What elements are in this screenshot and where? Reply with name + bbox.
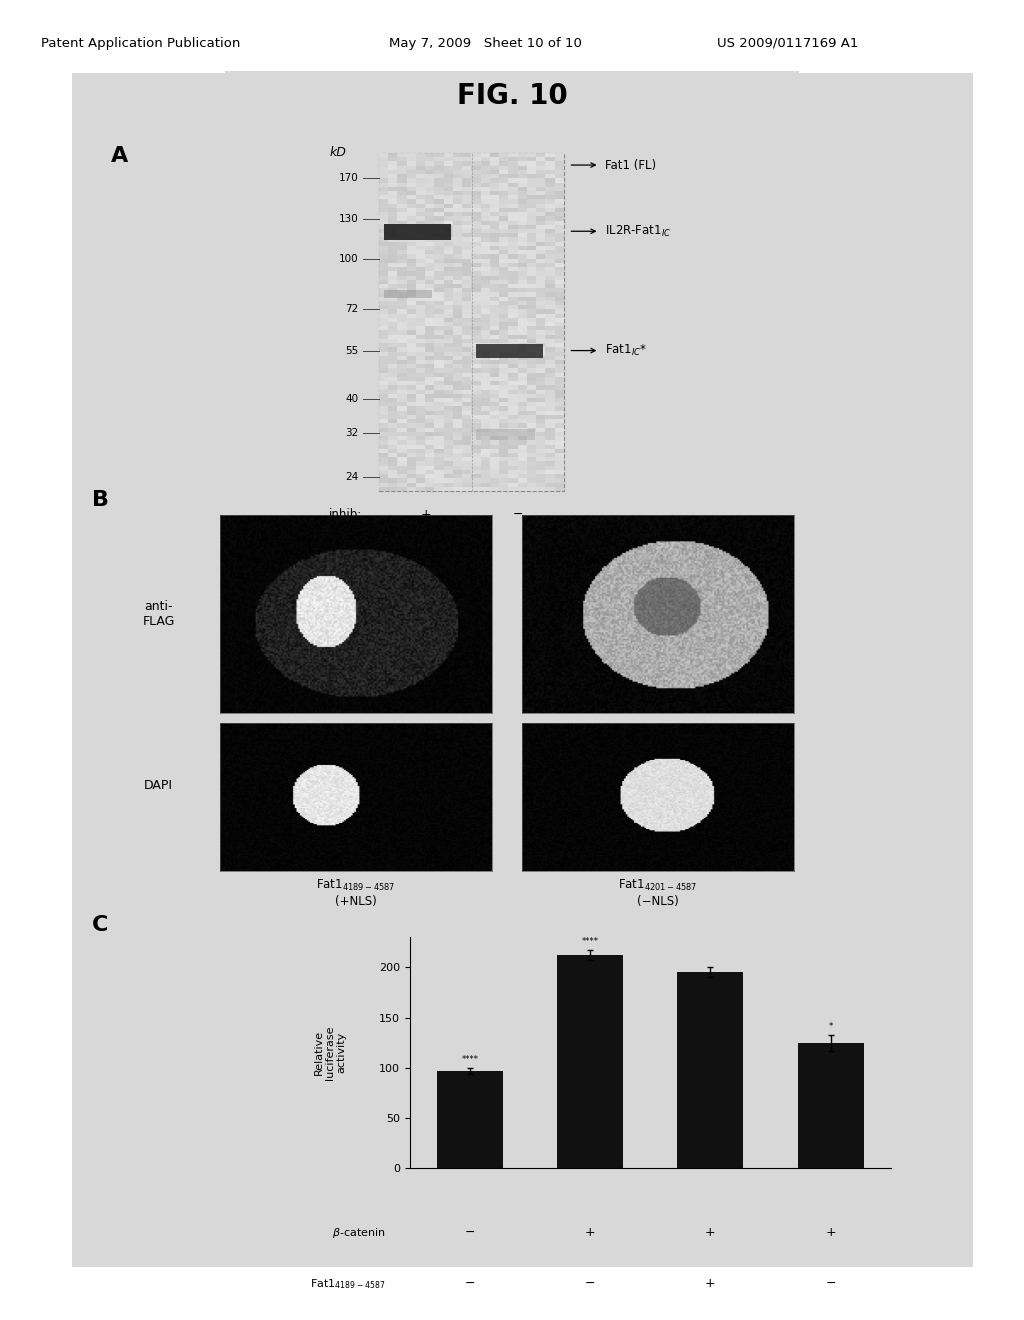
Text: kD: kD xyxy=(329,145,346,158)
Text: −: − xyxy=(465,1278,475,1290)
Text: 72: 72 xyxy=(345,305,358,314)
Text: −: − xyxy=(825,1278,836,1290)
Text: +: + xyxy=(706,1226,716,1239)
Text: IL2R-Fat1$_{IC}$: IL2R-Fat1$_{IC}$ xyxy=(604,223,671,239)
Text: anti-
FLAG: anti- FLAG xyxy=(142,599,175,628)
Text: FIG. 10: FIG. 10 xyxy=(457,82,567,111)
Text: Fat1$_{IC}$*: Fat1$_{IC}$* xyxy=(604,343,647,358)
Text: Fat1$_{4189-4587}$
(+NLS): Fat1$_{4189-4587}$ (+NLS) xyxy=(316,878,395,908)
Bar xyxy=(557,956,624,1168)
Text: −: − xyxy=(465,1226,475,1239)
Text: +: + xyxy=(421,508,431,521)
Text: 40: 40 xyxy=(345,395,358,404)
Text: Fat1$_{4201-4587}$
(−NLS): Fat1$_{4201-4587}$ (−NLS) xyxy=(618,878,697,908)
Text: 55: 55 xyxy=(345,346,358,355)
Text: *: * xyxy=(828,1022,833,1031)
Y-axis label: Relative
luciferase
activity: Relative luciferase activity xyxy=(313,1026,347,1080)
Text: US 2009/0117169 A1: US 2009/0117169 A1 xyxy=(717,37,858,50)
Text: Fat1 (FL): Fat1 (FL) xyxy=(604,158,655,172)
Bar xyxy=(798,1043,864,1168)
Text: inhib:: inhib: xyxy=(329,508,362,521)
Text: +: + xyxy=(585,1226,595,1239)
Bar xyxy=(476,429,535,440)
Bar xyxy=(436,1071,503,1168)
Bar xyxy=(384,224,452,240)
Text: A: A xyxy=(111,145,128,166)
Text: −: − xyxy=(585,1278,595,1290)
Text: $\beta$-catenin: $\beta$-catenin xyxy=(332,1226,385,1239)
Bar xyxy=(476,345,543,358)
Text: +: + xyxy=(706,1278,716,1290)
Text: +: + xyxy=(825,1226,836,1239)
Text: −: − xyxy=(513,508,523,521)
Text: Patent Application Publication: Patent Application Publication xyxy=(41,37,241,50)
Text: 24: 24 xyxy=(345,473,358,482)
Text: B: B xyxy=(92,490,110,510)
Bar xyxy=(384,289,431,297)
Text: May 7, 2009   Sheet 10 of 10: May 7, 2009 Sheet 10 of 10 xyxy=(389,37,582,50)
Text: ****: **** xyxy=(461,1055,478,1064)
Text: C: C xyxy=(92,915,109,935)
Text: 32: 32 xyxy=(345,429,358,438)
Bar xyxy=(380,153,564,491)
Text: Fat1$_{4189-4587}$: Fat1$_{4189-4587}$ xyxy=(310,1276,385,1291)
Text: 170: 170 xyxy=(339,173,358,183)
Text: ****: **** xyxy=(582,937,599,946)
Text: 130: 130 xyxy=(339,214,358,224)
Text: 100: 100 xyxy=(339,255,358,264)
Text: DAPI: DAPI xyxy=(144,779,173,792)
Bar xyxy=(677,973,743,1168)
